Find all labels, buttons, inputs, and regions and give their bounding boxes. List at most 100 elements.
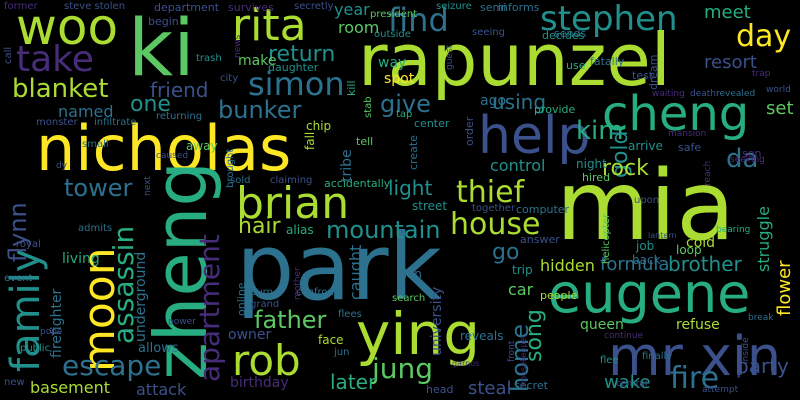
word-revealed: revealed bbox=[716, 89, 756, 99]
word-university: university bbox=[429, 286, 445, 356]
word-named: named bbox=[58, 102, 114, 121]
word-simon: simon bbox=[248, 65, 345, 103]
word-stephen: stephen bbox=[540, 0, 678, 39]
word-seizure: seizure bbox=[436, 1, 472, 12]
word-create: create bbox=[407, 135, 420, 170]
word-room: room bbox=[338, 18, 380, 37]
word-mia: mia bbox=[556, 150, 736, 262]
word-sold: sold bbox=[230, 175, 251, 186]
word-admits: admits bbox=[78, 223, 113, 234]
word-kill: kill bbox=[345, 80, 358, 96]
word-use: use bbox=[566, 59, 586, 72]
word-safe: safe bbox=[678, 141, 702, 154]
word-way: way bbox=[378, 55, 407, 71]
word-rob: rob bbox=[232, 336, 301, 385]
word-bunker: bunker bbox=[218, 96, 302, 124]
word-hair: hair bbox=[238, 214, 281, 239]
word-world: world bbox=[766, 85, 791, 95]
word-eugene: eugene bbox=[548, 262, 751, 325]
word-together: together bbox=[472, 203, 516, 214]
word-flower: flower bbox=[774, 260, 795, 316]
word-waiting: waiting bbox=[652, 89, 685, 99]
word-call: call bbox=[3, 46, 14, 64]
word-central: central bbox=[616, 379, 648, 389]
word-ki: ki bbox=[128, 4, 195, 94]
word-guest: guest bbox=[445, 44, 455, 70]
word-lantern: lantern bbox=[648, 231, 677, 240]
word-control: control bbox=[490, 156, 546, 175]
word-cold: cold bbox=[686, 235, 716, 251]
word-returning: returning bbox=[156, 111, 203, 122]
word-firefighter: firefighter bbox=[49, 288, 65, 358]
word-online: online bbox=[235, 282, 248, 316]
word-seeking: seeking bbox=[730, 155, 765, 165]
word-small: small bbox=[82, 139, 109, 150]
word-apartment: apartment bbox=[193, 234, 226, 382]
word-kim: kim bbox=[576, 116, 624, 146]
word-flynn: flynn bbox=[4, 202, 32, 262]
word-queen: queen bbox=[580, 317, 624, 333]
word-search: search bbox=[392, 293, 426, 304]
word-bearing: bearing bbox=[716, 225, 751, 235]
word-tell: tell bbox=[356, 135, 374, 148]
word-head: head bbox=[426, 383, 454, 396]
word-brian: brian bbox=[236, 178, 350, 229]
word-basement: basement bbox=[30, 378, 110, 397]
word-thief: thief bbox=[456, 175, 525, 210]
word-help: help bbox=[478, 106, 591, 166]
word-brother: brother bbox=[668, 252, 742, 276]
word-light: light bbox=[388, 176, 433, 200]
word-owner: owner bbox=[228, 327, 272, 343]
word-party: party bbox=[736, 354, 789, 378]
word-tower: tower bbox=[64, 174, 133, 202]
word-monster: monster bbox=[36, 117, 78, 128]
word-formula: formula bbox=[600, 254, 670, 275]
word-daughter: daughter bbox=[268, 61, 319, 74]
word-front: front bbox=[507, 340, 517, 362]
word-fall: fall bbox=[303, 131, 317, 150]
word-street: street bbox=[412, 199, 448, 213]
word-secretly: secretly bbox=[294, 1, 334, 12]
word-refuse: refuse bbox=[676, 317, 720, 333]
word-royal: royal bbox=[16, 239, 41, 250]
word-mother: mother bbox=[293, 267, 303, 300]
word-power: power bbox=[168, 317, 196, 327]
word-da: da bbox=[726, 144, 759, 174]
word-former: former bbox=[4, 1, 38, 12]
word-trash: trash bbox=[196, 53, 222, 64]
word-caught: caught bbox=[346, 244, 365, 300]
word-sends: sends bbox=[554, 27, 587, 40]
word-reveals: reveals bbox=[460, 329, 504, 343]
word-chip: chip bbox=[306, 119, 332, 133]
word-center: center bbox=[414, 117, 450, 130]
word-president: president bbox=[370, 9, 418, 20]
word-struggle: struggle bbox=[754, 206, 773, 272]
word-back: back bbox=[632, 253, 661, 267]
word-new: new bbox=[4, 377, 25, 388]
word-father: father bbox=[254, 306, 327, 334]
word-woo: woo bbox=[16, 0, 119, 56]
word-accidentally: accidentally bbox=[324, 177, 391, 190]
word-inside: inside bbox=[741, 337, 751, 364]
word-using: using bbox=[492, 90, 547, 114]
word-department: department bbox=[154, 1, 220, 14]
word-one: one bbox=[130, 92, 171, 117]
word-flee: flee bbox=[600, 355, 619, 366]
word-fire: fire bbox=[670, 361, 720, 396]
word-job: job bbox=[636, 239, 655, 253]
word-living: living bbox=[62, 251, 100, 267]
word-reach: reach bbox=[703, 160, 713, 186]
word-go: go bbox=[492, 240, 520, 265]
word-attempt: attempt bbox=[702, 385, 739, 395]
word-pope: pope bbox=[40, 327, 63, 337]
word-house: house bbox=[450, 207, 541, 242]
word-fatally: fatally bbox=[590, 55, 625, 68]
word-begin: begin bbox=[148, 15, 179, 28]
word-night: night bbox=[576, 157, 607, 171]
word-park: park bbox=[236, 214, 442, 321]
word-hidden: hidden bbox=[540, 256, 595, 275]
word-away: away bbox=[186, 139, 218, 153]
word-next: next bbox=[143, 176, 153, 196]
word-caused: caused bbox=[156, 151, 189, 161]
